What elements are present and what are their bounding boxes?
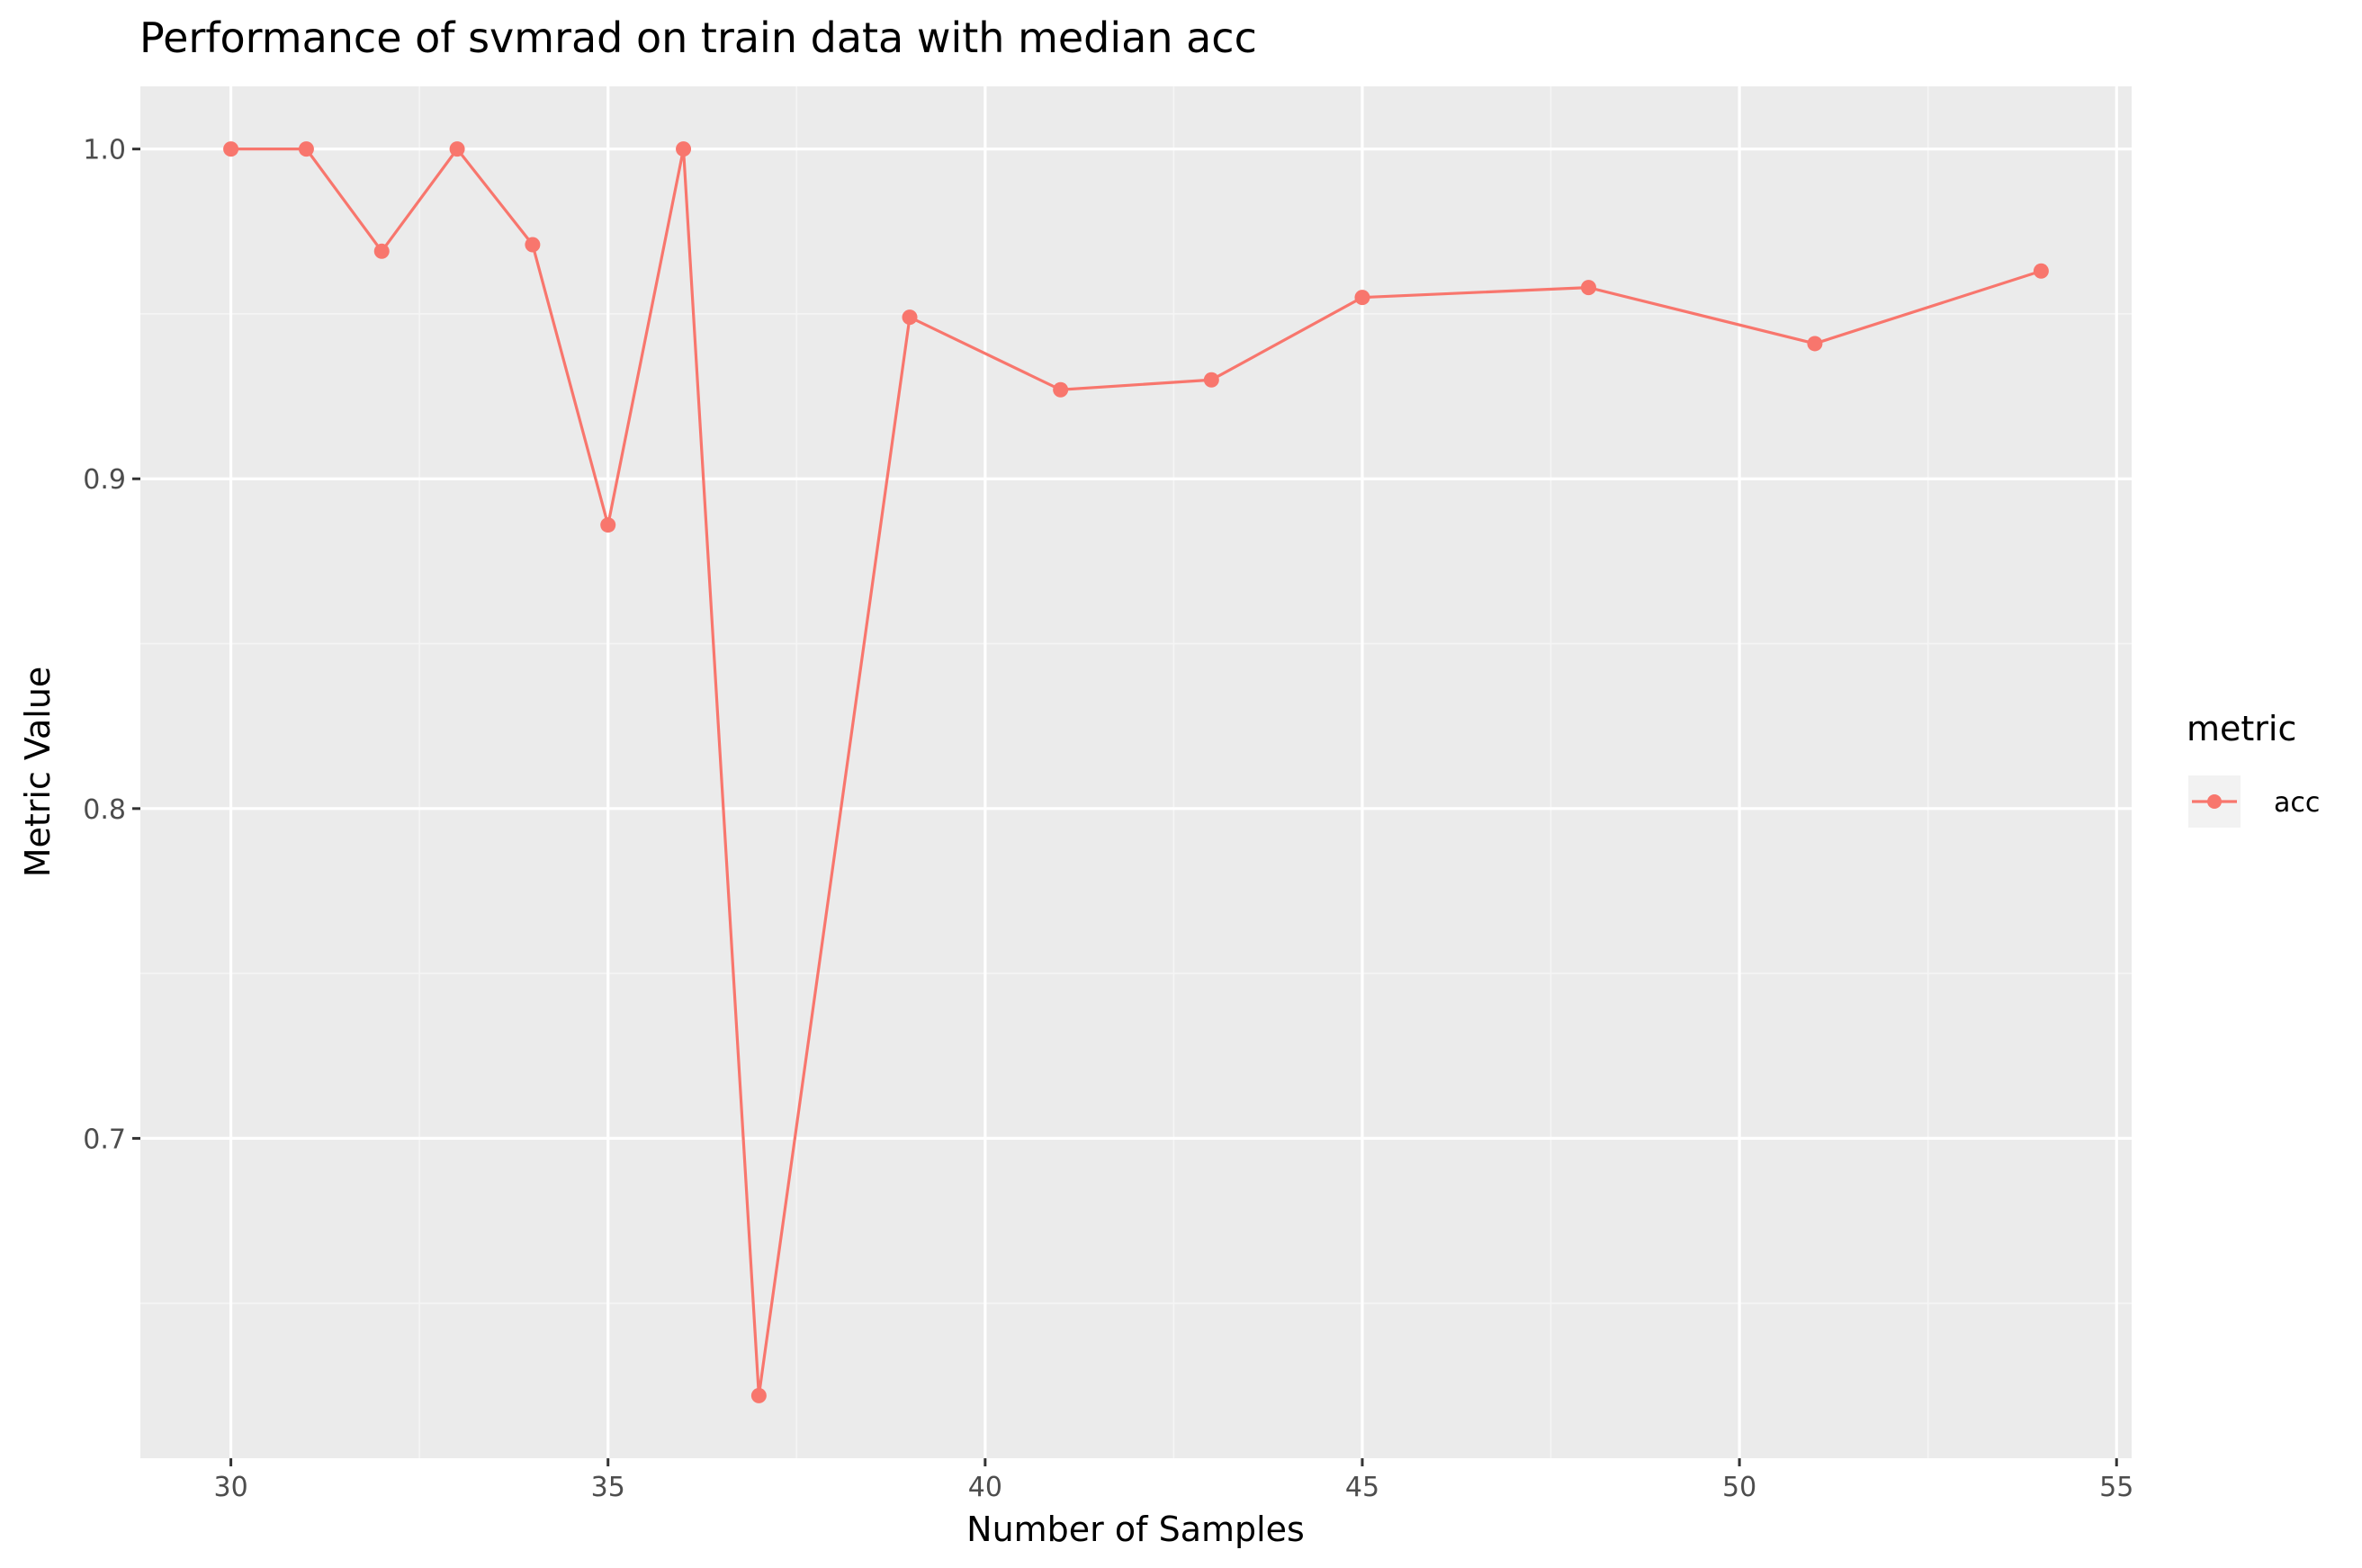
y-tick-label: 1.0 <box>83 135 126 166</box>
x-tick-label: 40 <box>968 1472 1002 1503</box>
x-axis-title: Number of Samples <box>966 1510 1305 1549</box>
data-point <box>1580 280 1596 296</box>
y-axis: 0.7 0.8 0.9 1.0 <box>83 135 140 1155</box>
legend-label-acc: acc <box>2274 787 2320 819</box>
data-point <box>2033 263 2049 279</box>
legend-title: metric <box>2187 709 2296 748</box>
data-point <box>223 141 239 157</box>
y-tick-label: 0.9 <box>83 464 126 496</box>
y-tick-label: 0.8 <box>83 794 126 826</box>
x-axis: 30 35 40 45 50 55 <box>213 1458 2133 1503</box>
data-point <box>1053 381 1069 398</box>
legend-key-point <box>2207 794 2222 809</box>
chart-title: Performance of svmrad on train data with… <box>139 13 1257 62</box>
data-point <box>750 1387 767 1403</box>
plot-panel <box>140 86 2132 1458</box>
x-tick-label: 55 <box>2099 1472 2133 1503</box>
minor-gridlines <box>140 86 2132 1458</box>
data-point <box>1807 336 1823 352</box>
data-point <box>525 237 541 253</box>
y-tick-label: 0.7 <box>83 1124 126 1155</box>
data-point <box>373 243 390 259</box>
x-tick-label: 45 <box>1345 1472 1379 1503</box>
y-axis-title: Metric Value <box>18 667 58 878</box>
x-tick-label: 35 <box>591 1472 625 1503</box>
data-point <box>298 141 314 157</box>
data-point <box>1354 290 1370 306</box>
data-point <box>449 141 465 157</box>
data-point <box>600 517 616 533</box>
data-point <box>902 309 918 326</box>
x-tick-label: 50 <box>1722 1472 1756 1503</box>
data-point <box>676 141 692 157</box>
legend: metric acc <box>2187 709 2320 828</box>
series-points-acc <box>223 141 2049 1403</box>
major-gridlines <box>140 86 2132 1458</box>
x-tick-label: 30 <box>213 1472 247 1503</box>
data-point <box>1203 372 1219 388</box>
series-acc <box>223 141 2049 1403</box>
